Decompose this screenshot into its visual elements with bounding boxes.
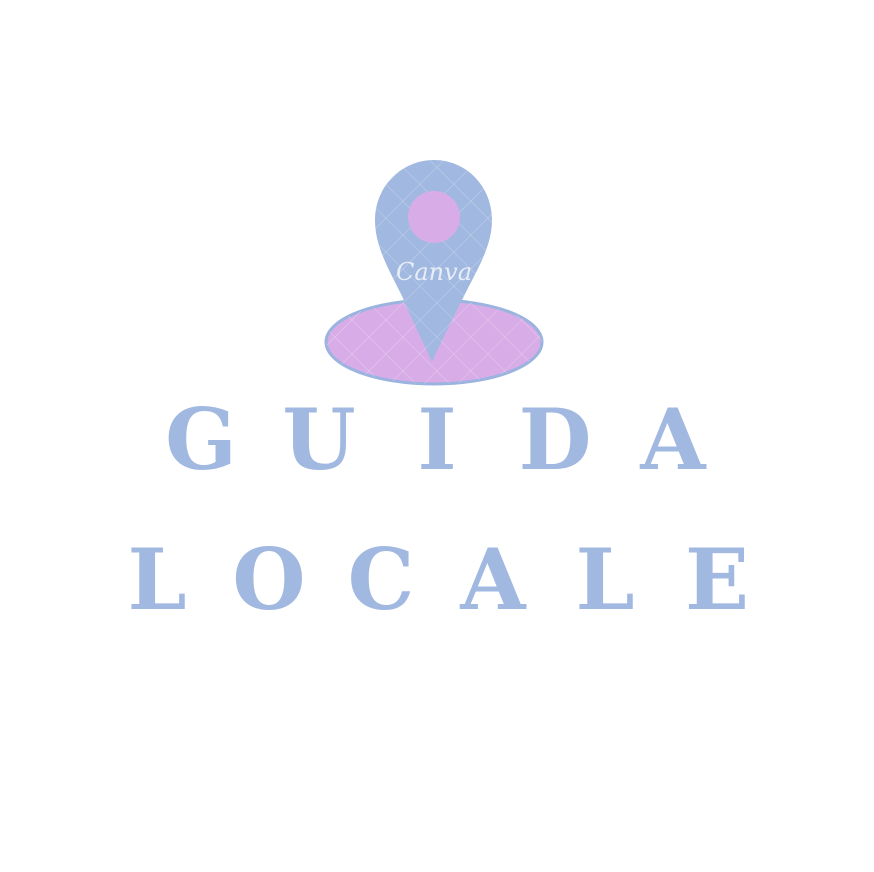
brand-letter: E (684, 530, 750, 629)
watermark-text: Canva (396, 258, 472, 286)
brand-letter: A (640, 390, 706, 489)
brand-letter: A (460, 530, 526, 629)
brand-letter: O (232, 530, 306, 629)
brand-line-2: L O C A L E (0, 530, 874, 629)
brand-letter: D (518, 390, 592, 489)
brand-letter: L (575, 530, 635, 629)
brand-letter: I (417, 390, 457, 489)
brand-letter: U (282, 390, 356, 489)
brand-letter: C (347, 530, 415, 629)
brand-letter: L (127, 530, 187, 629)
brand-letter: G (165, 390, 237, 489)
map-pin-icon: Canva (318, 150, 550, 392)
brand-line-1: G U I D A (0, 390, 874, 489)
